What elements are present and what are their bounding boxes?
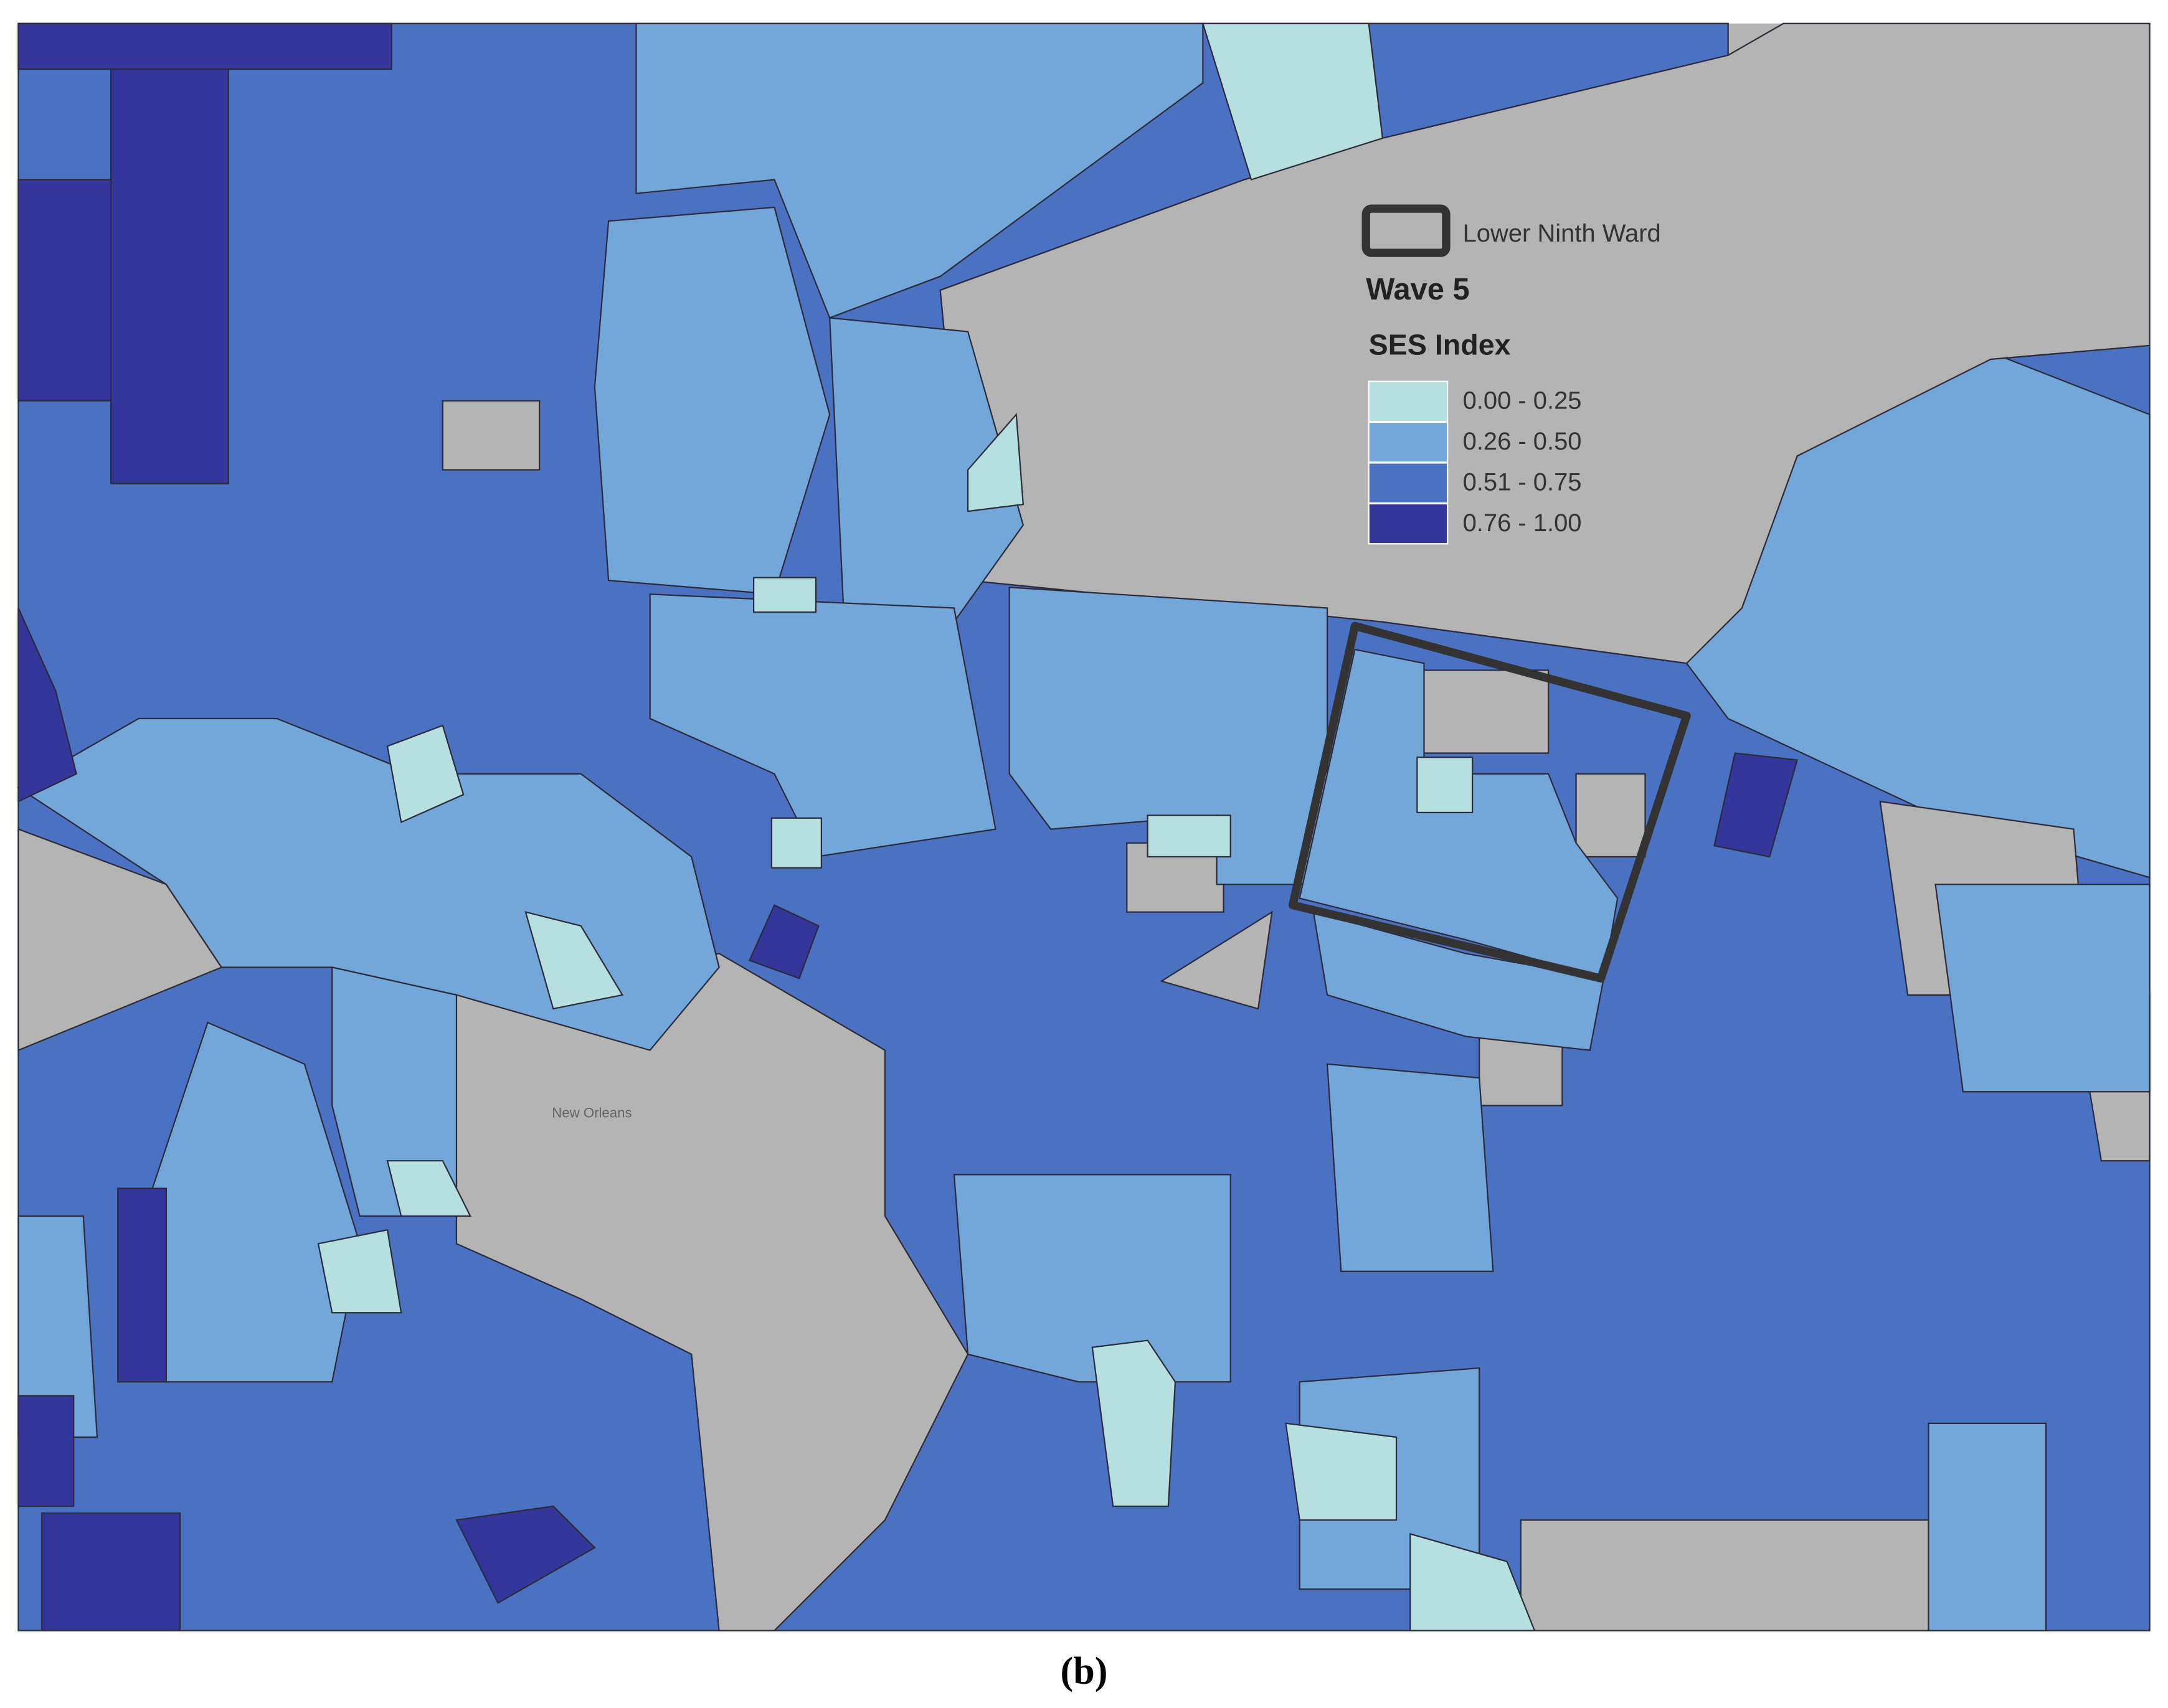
tract: [1928, 1422, 2047, 1631]
no-data-area: [442, 400, 541, 471]
legend-outline-label: Lower Ninth Ward: [1463, 220, 1661, 247]
tract: [17, 608, 77, 803]
legend-outline-swatch: [1361, 204, 1451, 257]
tract: [110, 68, 229, 484]
tract: [1409, 1532, 1536, 1631]
tract: [41, 1512, 181, 1631]
tract: [17, 1395, 75, 1507]
legend-class-label: 0.26 - 0.50: [1463, 428, 1582, 455]
no-data-area: [1160, 910, 1273, 1010]
tract: [1285, 1422, 1398, 1521]
no-data-area: [1423, 669, 1550, 754]
tract: [1201, 22, 1384, 181]
legend: Lower Ninth Ward Wave 5 SES Index 0.00 -…: [1361, 204, 1661, 545]
tract: [1091, 1339, 1176, 1507]
tract: [17, 1215, 98, 1438]
tract: [1147, 814, 1231, 858]
tract: [1299, 648, 1619, 979]
tract: [752, 577, 817, 613]
tract: [524, 911, 624, 1010]
no-data-area: [1575, 773, 1646, 858]
caption: (b): [1061, 1650, 1108, 1692]
no-data-area: [455, 953, 969, 1631]
tract: [770, 817, 822, 869]
legend-class-label: 0.76 - 1.00: [1463, 509, 1582, 537]
tract: [317, 1229, 402, 1314]
legend-swatch: [1368, 462, 1449, 504]
tract: [386, 724, 465, 824]
legend-swatch: [1368, 502, 1449, 545]
tract: [1326, 1063, 1494, 1272]
legend-class-label: 0.51 - 0.75: [1463, 468, 1582, 496]
legend-subtitle: SES Index: [1369, 328, 1511, 361]
tract: [455, 1505, 596, 1604]
tract: [17, 22, 392, 70]
tract: [748, 904, 820, 979]
map: New Orleans: [17, 22, 2151, 1631]
no-data-area: [1520, 1519, 1936, 1631]
tract: [17, 179, 112, 402]
legend-class-label: 0.00 - 0.25: [1463, 387, 1582, 414]
tract: [1416, 757, 1474, 814]
tract: [386, 1160, 471, 1217]
tract: [828, 317, 1025, 623]
tract: [1713, 752, 1799, 858]
lower-ninth-ward-outline: [1288, 621, 1691, 983]
legend-title: Wave 5: [1366, 273, 1469, 306]
legend-classes: 0.00 - 0.25 0.26 - 0.50 0.51 - 0.75 0.76 - …: [1368, 380, 1582, 545]
tract: [967, 413, 1025, 512]
tract: [117, 1187, 168, 1383]
place-label: New Orleans: [552, 1105, 632, 1121]
tract: [1312, 911, 1605, 1051]
legend-swatch: [1368, 421, 1449, 463]
tract: [1934, 884, 2151, 1093]
tract: [635, 22, 1204, 319]
legend-swatch: [1368, 380, 1449, 422]
